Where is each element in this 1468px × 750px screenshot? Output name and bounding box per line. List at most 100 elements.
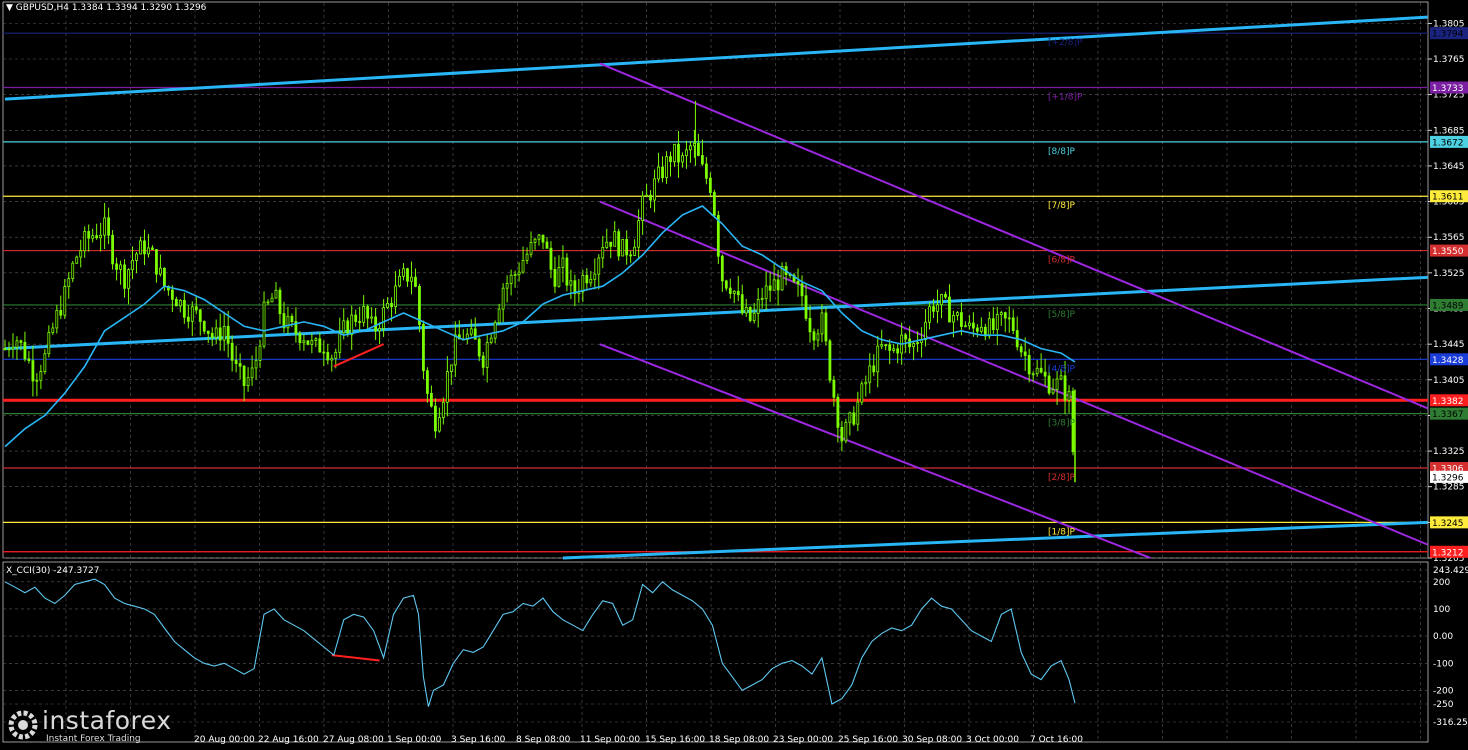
candle-body <box>250 367 254 379</box>
candle-body <box>661 166 664 179</box>
time-tick-label: 18 Sep 08:00 <box>709 735 769 745</box>
candle-body <box>302 340 306 344</box>
cci-header: X_CCI(30) -247.3727 <box>6 566 99 576</box>
price-tick-label: 1.3805 <box>1433 19 1465 29</box>
murrey-price-tag: 1.3428 <box>1432 356 1464 366</box>
candle-body <box>892 348 896 351</box>
candle-body <box>39 371 43 381</box>
symbol-menu-icon[interactable]: ▼ <box>6 3 13 13</box>
candle-body <box>382 307 385 329</box>
murrey-price-tag-bg <box>1430 27 1468 40</box>
candle-body <box>430 392 433 407</box>
cci-tick-label: 243.429 <box>1433 566 1468 576</box>
murrey-price-tag-bg <box>1430 545 1468 558</box>
candle-body <box>808 318 812 333</box>
candle-body <box>489 337 493 343</box>
current-price-tag: 1.3296 <box>1432 473 1464 483</box>
candle-body <box>338 332 342 353</box>
candle-body <box>987 318 991 337</box>
candle-body <box>266 301 270 304</box>
regression-line <box>4 15 1428 101</box>
murrey-level-label: [8/8]P <box>1048 147 1076 157</box>
candle-body <box>282 313 286 329</box>
candle-body <box>123 264 126 289</box>
candle-body <box>449 364 453 372</box>
candle-body <box>59 310 63 316</box>
candle-body <box>290 315 294 323</box>
time-axis[interactable]: 20 Aug 00:00 22 Aug 16:00 27 Aug 08:00 1 Se… <box>194 735 1083 745</box>
candle-body <box>509 274 513 284</box>
candle-body <box>143 240 146 255</box>
candle-body <box>736 290 740 296</box>
murrey-labels: [+2/8]P [+1/8]P [8/8]P [7/8]P [6/8]P [5/8]P [4… <box>1048 38 1083 537</box>
candle-body <box>390 302 393 308</box>
candle-body <box>437 417 441 432</box>
candle-body <box>270 297 274 303</box>
candle-body <box>226 325 230 344</box>
candle-body <box>230 342 234 361</box>
chart-header[interactable]: ▼ GBPUSD,H4 1.3384 1.3394 1.3290 1.3296 <box>6 3 206 13</box>
candle-body <box>505 283 509 289</box>
candle-body <box>840 426 844 442</box>
time-tick-label: 7 Oct 16:00 <box>1030 735 1083 745</box>
candle-body <box>422 324 425 372</box>
candle-body <box>1031 373 1035 376</box>
candle-body <box>653 178 656 201</box>
candle-body <box>186 316 190 322</box>
price-tick-label: 1.3525 <box>1433 269 1465 279</box>
candle-body <box>860 383 864 403</box>
candle-body <box>605 241 609 248</box>
trend-annotations <box>331 343 384 662</box>
candle-body <box>629 254 633 257</box>
candle-body <box>35 379 39 382</box>
candle-body <box>1047 375 1051 394</box>
candle-body <box>657 166 660 180</box>
candle-body <box>115 263 118 270</box>
candle-body <box>75 256 79 264</box>
candle-body <box>473 328 477 340</box>
candle-body <box>744 306 748 314</box>
candle-body <box>856 401 860 425</box>
murrey-price-tag: 1.3489 <box>1432 301 1464 311</box>
candle-body <box>95 235 99 239</box>
price-axis[interactable]: 1.3805 1.3765 1.3725 1.3685 1.3645 1.3605 1.35… <box>1428 19 1468 728</box>
time-tick-label: 22 Aug 16:00 <box>258 735 319 745</box>
candle-body <box>3 348 7 351</box>
candle-body <box>1071 390 1075 453</box>
candle-body <box>222 325 226 341</box>
candle-body <box>43 353 47 372</box>
murrey-price-tag-bg <box>1430 298 1468 311</box>
candle-body <box>107 217 111 236</box>
candle-body <box>780 266 784 291</box>
candle-body <box>135 253 138 261</box>
chart-grid <box>2 1 1429 743</box>
candle-body <box>433 405 437 432</box>
cci-line <box>4 578 1076 707</box>
price-pane-border <box>2 1 1429 559</box>
candle-body <box>728 287 732 294</box>
candle-body <box>155 249 158 275</box>
cci-label: X_CCI(30) -247.3727 <box>6 566 100 576</box>
candle-body <box>362 306 366 323</box>
candle-body <box>912 343 916 348</box>
candle-body <box>720 255 724 282</box>
cci-tick-label: -316.257 <box>1433 718 1468 728</box>
candle-body <box>764 285 768 299</box>
candle-body <box>824 312 828 342</box>
candle-body <box>712 192 716 216</box>
candle-body <box>178 299 182 307</box>
candle-body <box>513 274 517 276</box>
candle-body <box>330 357 334 361</box>
candle-body <box>975 327 979 332</box>
price-tick-label: 1.3565 <box>1433 233 1465 243</box>
candle-body <box>740 294 744 314</box>
candle-body <box>210 332 214 338</box>
murrey-price-tag-bg <box>1430 135 1468 148</box>
price-tick-label: 1.3285 <box>1433 483 1465 493</box>
candle-body <box>91 235 95 239</box>
key-level-price-tag: 1.3382 <box>1432 397 1464 407</box>
candle-body <box>924 321 927 341</box>
murrey-level-label: [6/8]P <box>1048 256 1076 266</box>
candle-body <box>198 309 202 322</box>
